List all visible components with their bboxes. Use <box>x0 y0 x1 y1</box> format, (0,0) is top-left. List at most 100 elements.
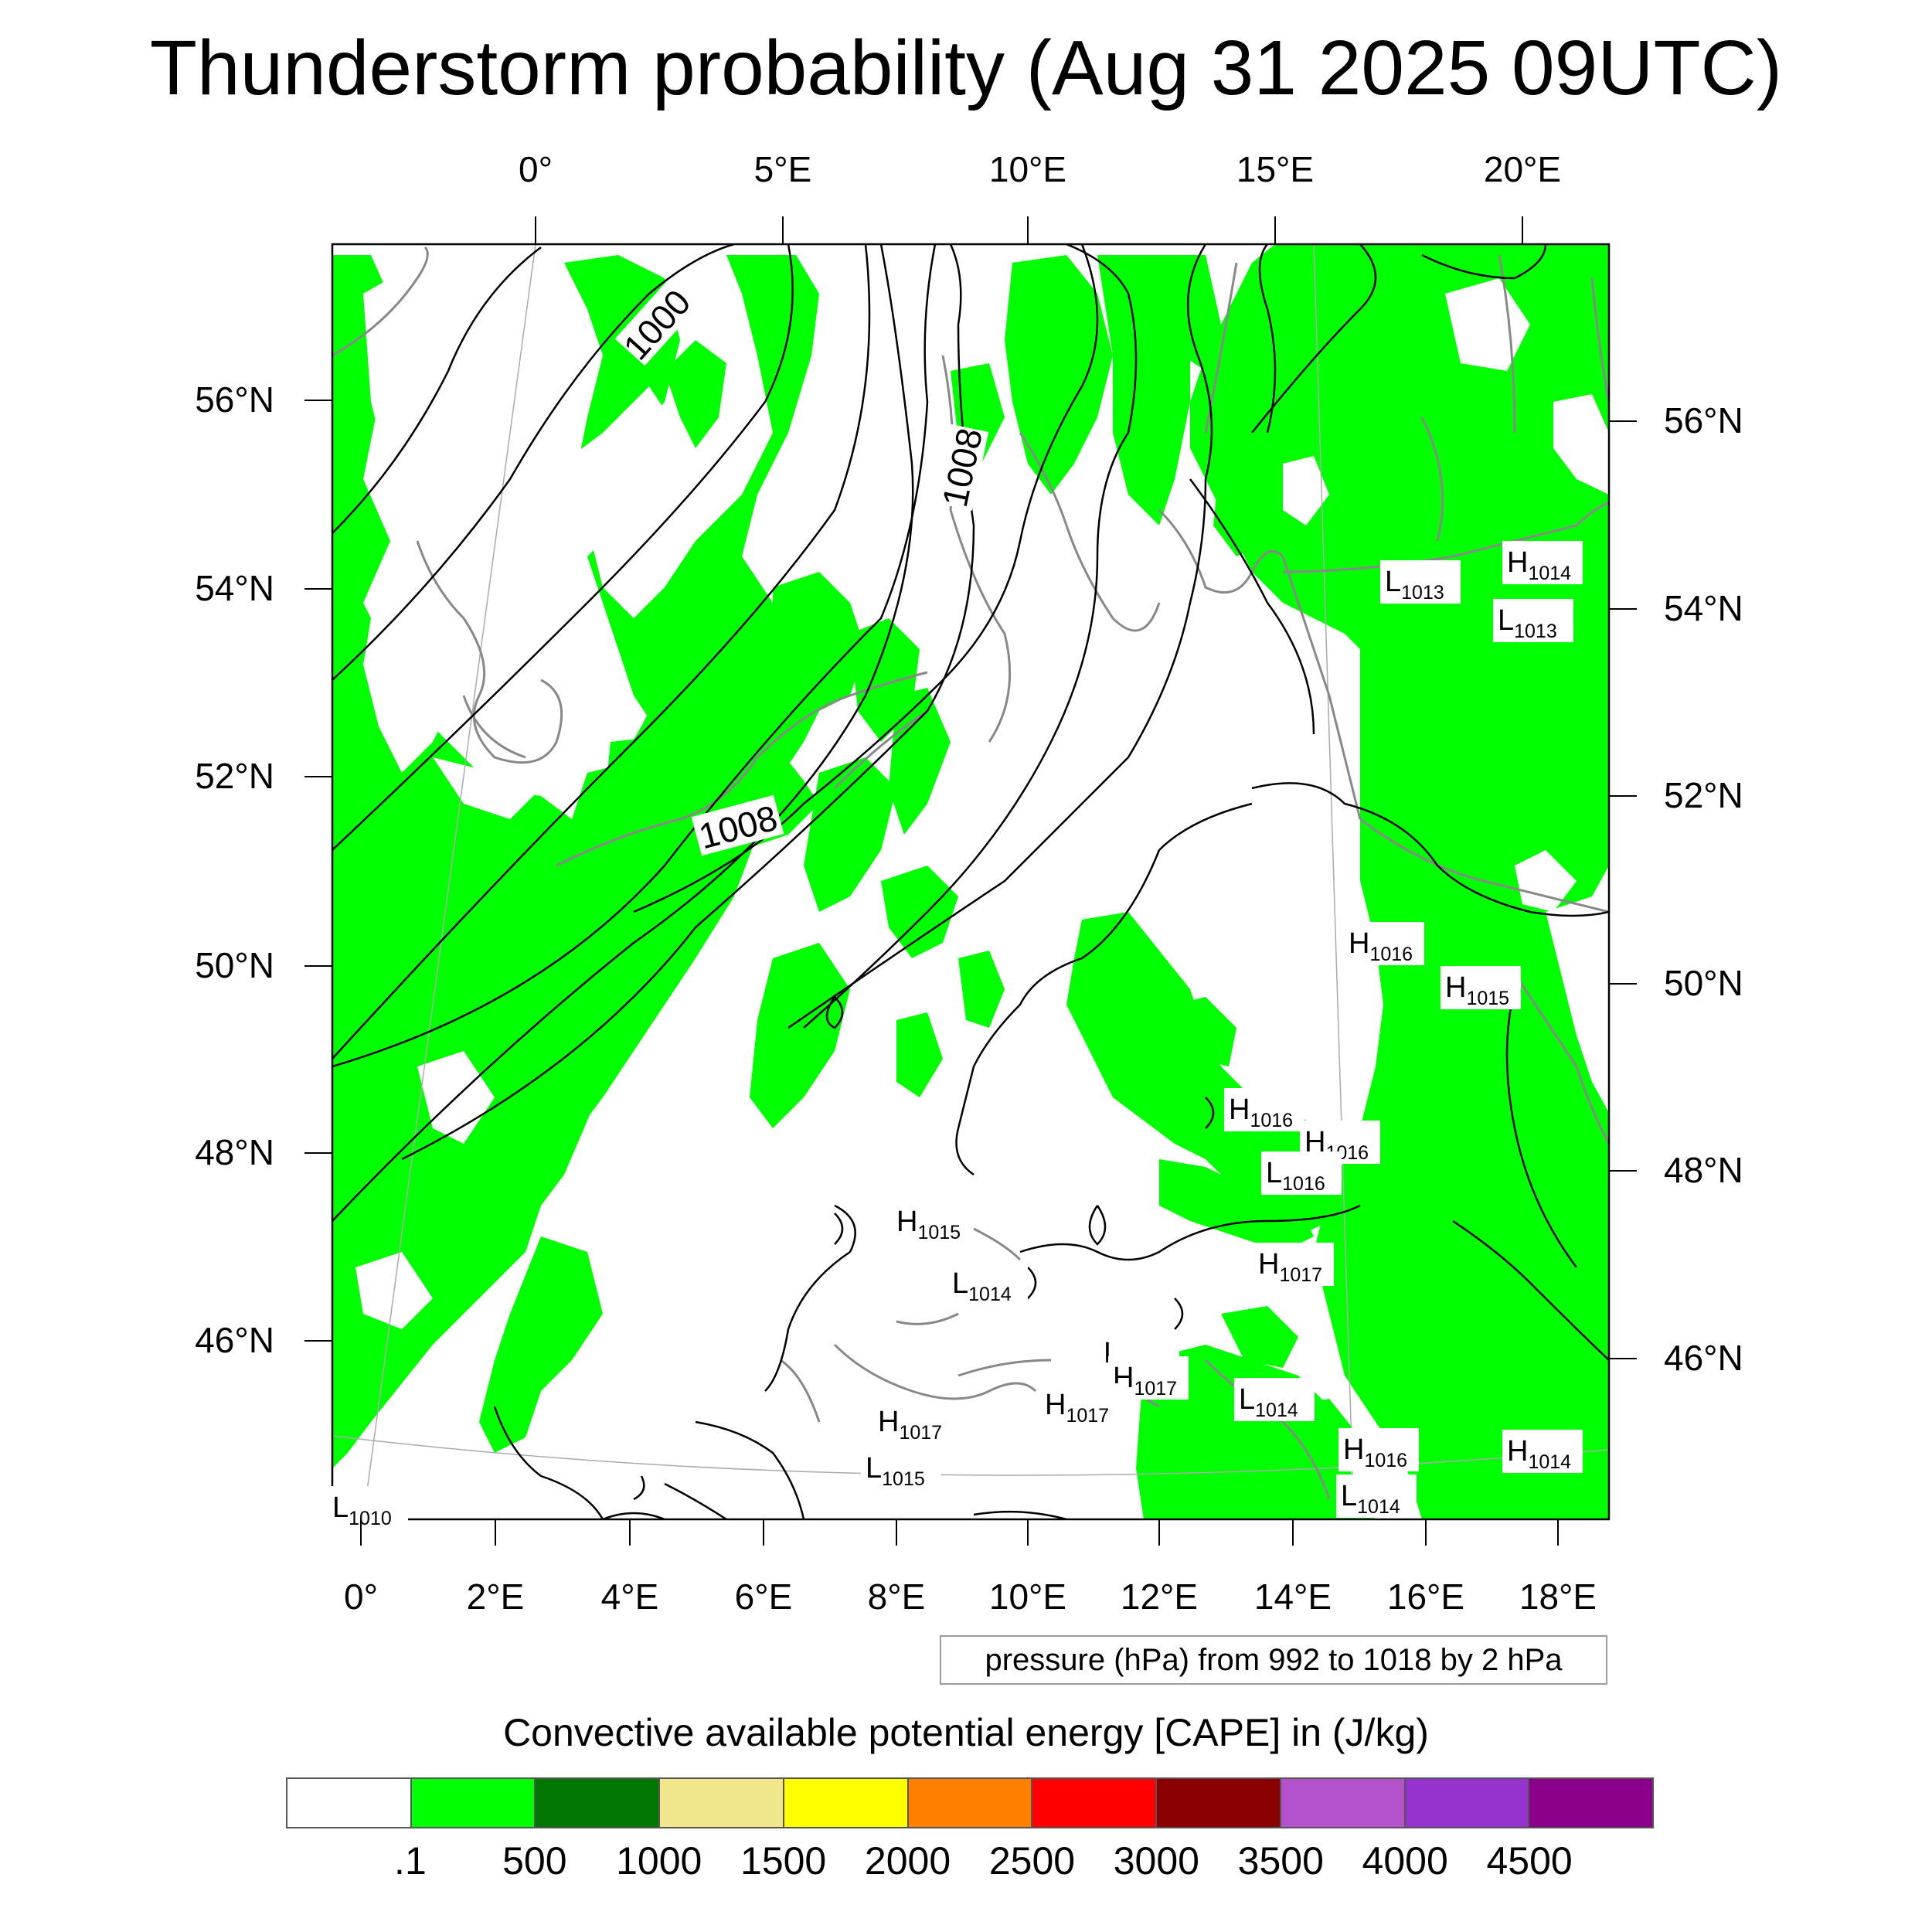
pressure-center-labels: H1016 H1015 H1016 H1016 L1016 H1015 L1014 H1017… <box>328 541 1583 1529</box>
colorbar-swatch <box>784 1779 909 1827</box>
map-frame <box>331 243 1611 1521</box>
colorbar-swatch <box>660 1779 784 1827</box>
pressure-center-label: H1017 <box>1253 1243 1334 1286</box>
lat-label: 52°N <box>1664 775 1743 815</box>
lat-label: 56°N <box>1664 400 1743 440</box>
pressure-center-label: H1017 <box>1040 1383 1121 1427</box>
pressure-center-text: H1015 <box>1445 971 1509 1009</box>
pressure-center-text: H1014 <box>1507 546 1571 584</box>
pressure-center-text: L1010 <box>332 1492 392 1529</box>
colorbar-label: 2500 <box>988 1839 1076 1883</box>
lon-label: 4°E <box>601 1577 659 1617</box>
colorbar-labels: .1 500 1000 1500 2000 2500 3000 3500 4000 4500 <box>0 1838 1932 1884</box>
lat-label: 50°N <box>1664 963 1743 1003</box>
pressure-center-label: H1016 <box>1344 922 1424 965</box>
pressure-center-label: H1014 <box>1502 1430 1583 1473</box>
pressure-center-text: L1015 <box>866 1452 925 1490</box>
pressure-center-label: H1016 <box>1338 1428 1419 1471</box>
lon-label: 16°E <box>1387 1577 1464 1617</box>
contour-legend-note: pressure (hPa) from 992 to 1018 by 2 hPa <box>940 1635 1607 1685</box>
lat-label: 46°N <box>1664 1338 1743 1378</box>
right-lat-labels: 56°N 54°N 52°N 50°N 48°N 46°N <box>1664 400 1743 1378</box>
colorbar-swatch <box>1032 1779 1158 1827</box>
pressure-center-label: L1014 <box>1234 1378 1315 1421</box>
lon-label: 0° <box>344 1577 378 1617</box>
colorbar <box>286 1777 1654 1828</box>
lat-label: 52°N <box>195 756 274 796</box>
pressure-center-label: L1013 <box>1493 599 1573 642</box>
top-lon-labels: 0° 5°E 10°E 15°E 20°E <box>519 149 1561 189</box>
colorbar-swatch <box>908 1779 1033 1827</box>
pressure-center-text: H1014 <box>1507 1435 1571 1473</box>
colorbar-label: 1500 <box>740 1839 827 1883</box>
pressure-center-label: L1013 <box>1380 560 1461 604</box>
pressure-center-label: H1015 <box>1440 966 1521 1009</box>
colorbar-swatch <box>1529 1779 1653 1827</box>
pressure-center-text: H1017 <box>1045 1389 1109 1427</box>
top-lon-ticks <box>535 216 1523 244</box>
pressure-center-label: L1016 <box>1261 1151 1342 1195</box>
pressure-center-label: L1014 <box>947 1262 1028 1305</box>
colorbar-swatch <box>1405 1779 1530 1827</box>
lon-label: 12°E <box>1121 1577 1198 1617</box>
pressure-center-label: L1015 <box>861 1447 941 1490</box>
colorbar-label: 500 <box>502 1839 567 1883</box>
lat-label: 48°N <box>1664 1150 1743 1190</box>
pressure-center-label: H1017 <box>873 1400 954 1444</box>
pressure-center-label: H1016 <box>1224 1088 1304 1131</box>
colorbar-swatch <box>536 1779 661 1827</box>
colorbar-label: 3000 <box>1113 1839 1199 1883</box>
colorbar-label: .1 <box>394 1839 427 1883</box>
left-lat-ticks <box>304 400 332 1342</box>
pressure-center-label: H1014 <box>1502 541 1583 584</box>
pressure-center-text: L1014 <box>1341 1480 1400 1518</box>
colorbar-swatch <box>1281 1779 1406 1827</box>
colorbar-label: 4500 <box>1486 1839 1573 1883</box>
pressure-center-text: L1014 <box>952 1267 1012 1305</box>
map-title: Thunderstorm probability (Aug 31 2025 09… <box>149 25 1783 111</box>
lat-label: 48°N <box>195 1132 274 1172</box>
lon-label: 18°E <box>1519 1577 1597 1617</box>
pressure-center-text: H1017 <box>878 1406 942 1444</box>
coastlines <box>332 246 1609 1500</box>
colorbar-title: Convective available potential energy [C… <box>503 1711 1429 1754</box>
left-lat-labels: 56°N 54°N 52°N 50°N 48°N 46°N <box>195 379 274 1360</box>
pressure-center-text: L1013 <box>1385 566 1444 604</box>
lon-label: 10°E <box>989 149 1066 189</box>
pressure-center-text: H1016 <box>1349 927 1413 965</box>
pressure-center-label: L1014 <box>1336 1475 1417 1518</box>
bottom-lon-ticks <box>360 1519 1559 1546</box>
lon-label: 14°E <box>1254 1577 1332 1617</box>
lon-label: 8°E <box>868 1577 926 1617</box>
lon-label: 5°E <box>754 149 812 189</box>
lon-label: 2°E <box>467 1577 525 1617</box>
lat-label: 56°N <box>195 379 274 420</box>
lon-label: 10°E <box>989 1577 1066 1617</box>
colorbar-label: 3500 <box>1237 1839 1324 1883</box>
lat-label: 46°N <box>195 1320 274 1360</box>
pressure-center-text: H1016 <box>1229 1094 1293 1131</box>
pressure-center-text: H1015 <box>896 1206 961 1243</box>
pressure-center-text: H1016 <box>1343 1434 1407 1471</box>
colorbar-label: 2000 <box>864 1839 951 1883</box>
bottom-lon-labels: 0° 2°E 4°E 6°E 8°E 10°E 12°E 14°E 16°E 1… <box>344 1577 1597 1617</box>
colorbar-label: 4000 <box>1362 1839 1448 1883</box>
lat-label: 50°N <box>195 945 274 985</box>
cape-field <box>332 244 1609 1519</box>
right-lat-ticks <box>1609 420 1637 1359</box>
lon-label: 20°E <box>1484 149 1561 189</box>
pressure-center-text: H1017 <box>1258 1248 1322 1286</box>
lon-label: 15°E <box>1236 149 1314 189</box>
colorbar-swatch <box>287 1779 412 1827</box>
lat-label: 54°N <box>1664 588 1743 628</box>
lat-label: 54°N <box>195 568 274 608</box>
colorbar-swatch <box>1157 1779 1281 1827</box>
pressure-center-label: H1015 <box>892 1200 972 1243</box>
lon-label: 0° <box>519 149 553 189</box>
lon-label: 6°E <box>735 1577 793 1617</box>
pressure-center-text: L1013 <box>1498 604 1557 642</box>
pressure-center-text: L1014 <box>1239 1383 1298 1421</box>
pressure-center-text: L1016 <box>1266 1157 1325 1195</box>
pressure-center-label: L1010 <box>328 1486 408 1529</box>
